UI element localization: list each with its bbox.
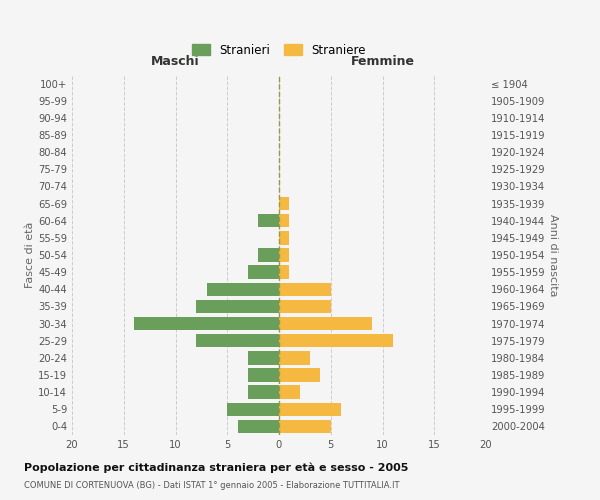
Bar	[279, 231, 289, 244]
Bar	[248, 266, 279, 279]
Bar	[279, 351, 310, 364]
Y-axis label: Anni di nascita: Anni di nascita	[548, 214, 558, 296]
Bar	[279, 334, 393, 347]
Text: Popolazione per cittadinanza straniera per età e sesso - 2005: Popolazione per cittadinanza straniera p…	[24, 462, 409, 473]
Bar	[279, 282, 331, 296]
Legend: Stranieri, Straniere: Stranieri, Straniere	[186, 38, 372, 62]
Bar	[279, 317, 372, 330]
Bar	[259, 214, 279, 228]
Bar	[279, 386, 300, 399]
Bar	[227, 402, 279, 416]
Bar	[196, 300, 279, 313]
Bar	[279, 197, 289, 210]
Bar	[279, 266, 289, 279]
Bar	[206, 282, 279, 296]
Bar	[248, 368, 279, 382]
Bar	[279, 300, 331, 313]
Bar	[196, 334, 279, 347]
Bar	[134, 317, 279, 330]
Y-axis label: Fasce di età: Fasce di età	[25, 222, 35, 288]
Bar	[248, 386, 279, 399]
Text: Maschi: Maschi	[151, 55, 200, 68]
Bar	[279, 402, 341, 416]
Bar	[279, 420, 331, 433]
Bar	[279, 368, 320, 382]
Bar	[279, 248, 289, 262]
Bar	[238, 420, 279, 433]
Text: COMUNE DI CORTENUOVA (BG) - Dati ISTAT 1° gennaio 2005 - Elaborazione TUTTITALIA: COMUNE DI CORTENUOVA (BG) - Dati ISTAT 1…	[24, 481, 400, 490]
Bar	[259, 248, 279, 262]
Bar	[248, 351, 279, 364]
Bar	[279, 214, 289, 228]
Text: Femmine: Femmine	[350, 55, 415, 68]
